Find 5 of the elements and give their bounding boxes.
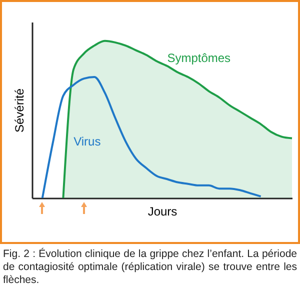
- series-label: Virus: [74, 134, 101, 148]
- x-axis-title: Jours: [148, 204, 178, 218]
- series-label: Symptômes: [167, 51, 231, 66]
- y-axis-title: Sévérité: [12, 88, 26, 133]
- caption: Fig. 2 : Évolution clinique de la grippe chez l’enfant. La période de contagiosité optimale (réplication virale) se trouve entre les flèches.: [2, 246, 298, 287]
